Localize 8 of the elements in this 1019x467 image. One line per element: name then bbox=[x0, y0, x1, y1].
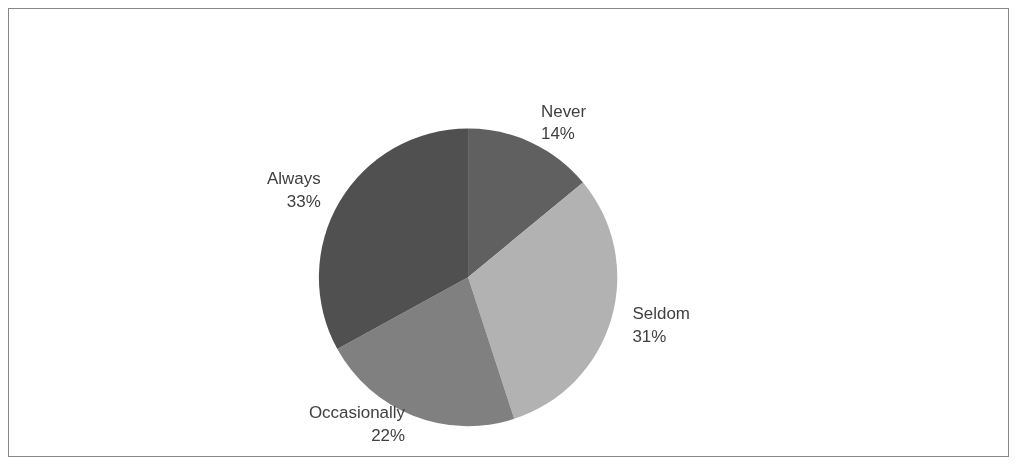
slice-label: Seldom bbox=[632, 303, 690, 323]
data-label: 14% bbox=[540, 124, 575, 144]
slice-label: Never bbox=[540, 101, 587, 121]
slice-label: Always bbox=[267, 169, 321, 189]
data-label: 33% bbox=[286, 192, 321, 211]
slice-label: Occasionally bbox=[308, 402, 406, 422]
data-label: 31% bbox=[632, 326, 667, 346]
data-label: 22% bbox=[371, 425, 406, 445]
